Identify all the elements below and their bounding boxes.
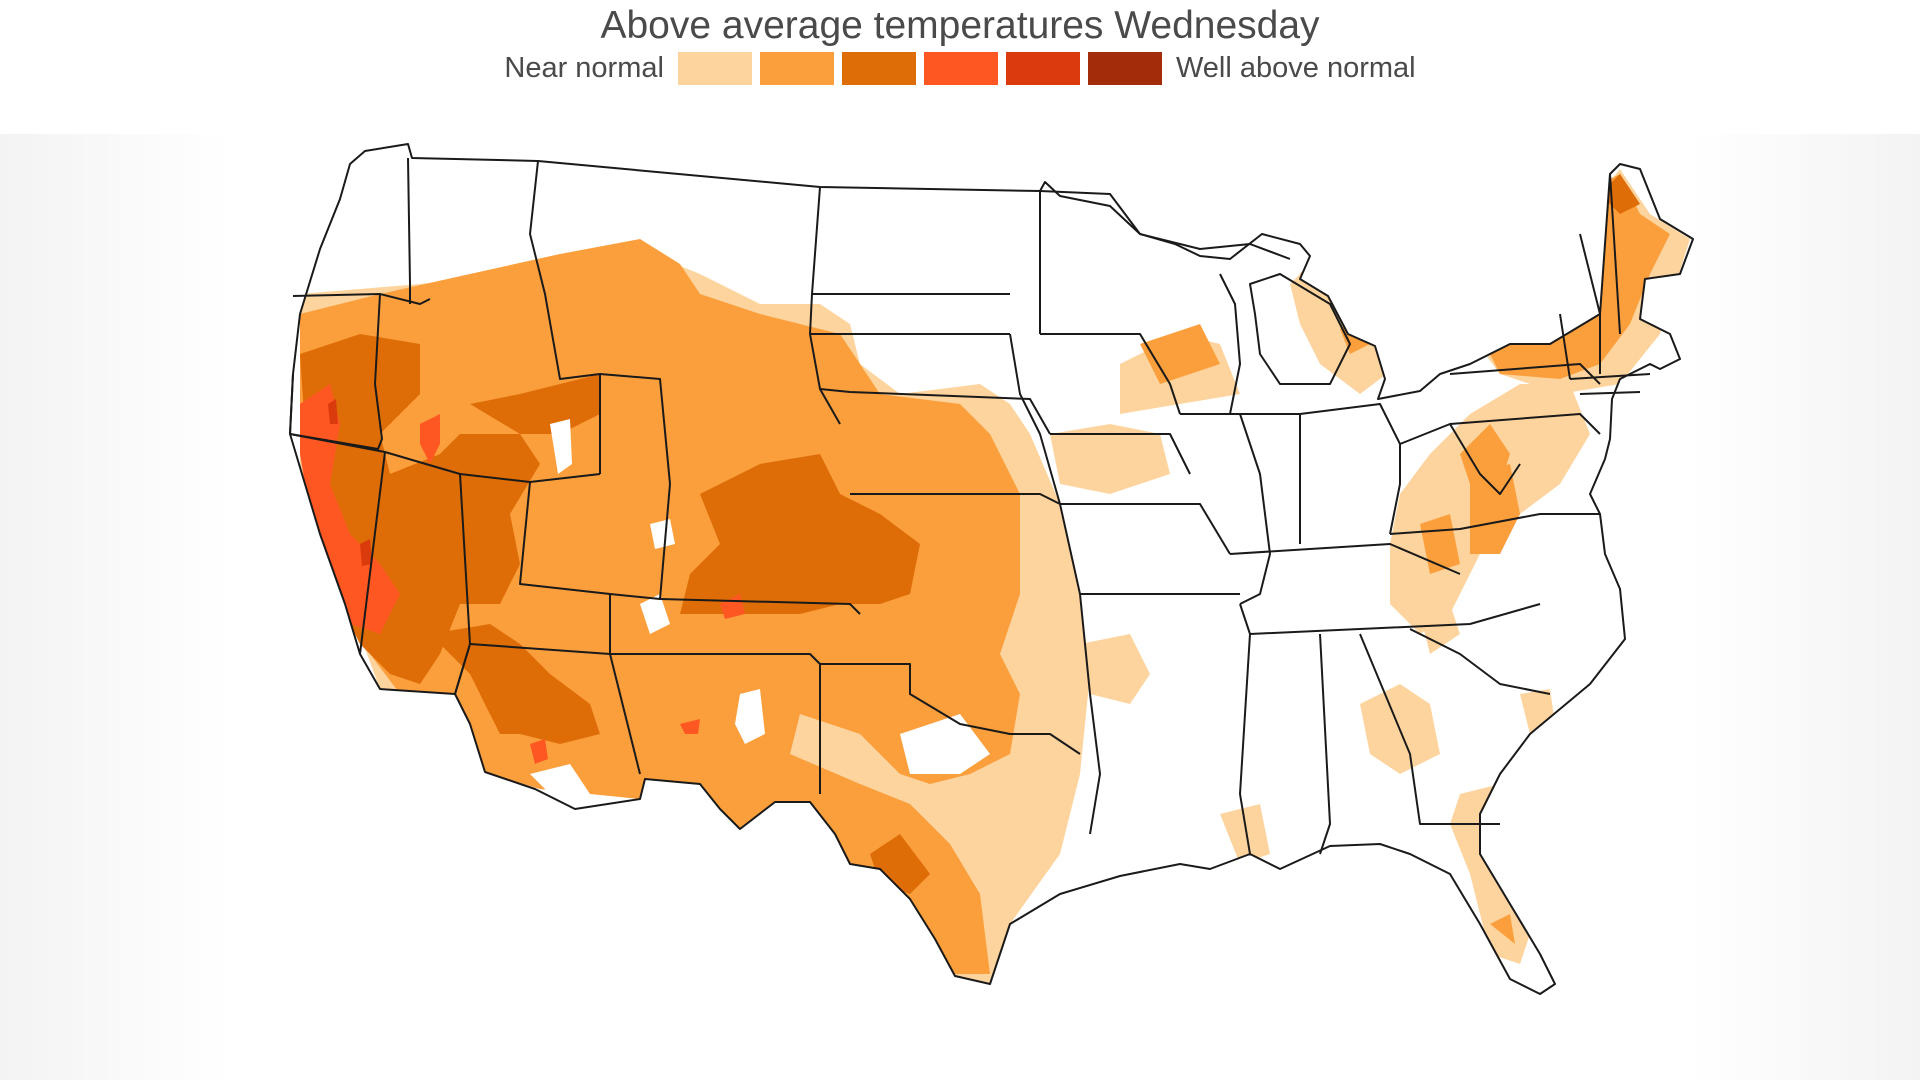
border-tn-ms bbox=[1239, 603, 1541, 635]
border-wv bbox=[1399, 423, 1521, 495]
border-ny-vt bbox=[1559, 313, 1571, 380]
border-ct-ri bbox=[1579, 391, 1641, 395]
border-ma bbox=[1569, 373, 1651, 380]
shading-level-4 bbox=[300, 384, 745, 764]
border-or-wa bbox=[292, 293, 431, 305]
border-mi-lp bbox=[1249, 273, 1351, 385]
border-nm-tx bbox=[610, 653, 821, 794]
border-co-ks bbox=[659, 598, 861, 615]
border-id-wa bbox=[407, 157, 411, 304]
no-anomaly-pockets bbox=[530, 419, 990, 804]
map-title: Above average temperatures Wednesday bbox=[600, 4, 1320, 47]
legend-swatch-5 bbox=[1005, 52, 1080, 85]
border-ne-ks bbox=[819, 388, 1051, 435]
border-ok-tx bbox=[820, 663, 1081, 755]
border-nh-me bbox=[1609, 173, 1621, 335]
legend-label-near-normal: Near normal bbox=[504, 52, 664, 84]
legend-swatch-6 bbox=[1087, 52, 1162, 85]
border-al-ga bbox=[1319, 633, 1331, 855]
legend-swatch-4 bbox=[923, 52, 998, 85]
us-temperature-map bbox=[289, 143, 1694, 995]
border-ms-al bbox=[1239, 633, 1251, 855]
border-id-mt bbox=[529, 160, 601, 474]
border-ia-mo-2 bbox=[1050, 433, 1191, 475]
border-ks-ok bbox=[850, 493, 1061, 505]
border-ga-fl bbox=[1359, 633, 1500, 825]
border-ga-sc bbox=[1409, 628, 1551, 695]
border-lake-michigan bbox=[1219, 273, 1241, 415]
legend: Near normal Well above normal bbox=[0, 52, 1920, 85]
border-ca-nv bbox=[359, 451, 386, 655]
border-va bbox=[1389, 513, 1600, 535]
border-mo-ar bbox=[1060, 503, 1231, 555]
legend-swatch-1 bbox=[677, 52, 752, 85]
legend-swatch-2 bbox=[759, 52, 834, 85]
border-or-id bbox=[289, 293, 383, 450]
border-ia-mo bbox=[1009, 333, 1081, 595]
border-mn-ia bbox=[1040, 333, 1181, 415]
border-mn-top bbox=[1039, 190, 1141, 235]
legend-label-well-above-normal: Well above normal bbox=[1175, 52, 1416, 84]
border-wy bbox=[599, 373, 671, 485]
shading-level-5 bbox=[328, 399, 372, 566]
border-az-nm bbox=[454, 643, 641, 775]
border-ky-tn bbox=[1229, 543, 1461, 575]
legend-swatch-3 bbox=[841, 52, 916, 85]
border-mi-up bbox=[1139, 233, 1291, 260]
border-tx-la bbox=[1079, 593, 1101, 835]
border-vt-nh bbox=[1579, 233, 1601, 374]
state-borders bbox=[289, 143, 1694, 995]
border-pa-md bbox=[1449, 413, 1601, 435]
